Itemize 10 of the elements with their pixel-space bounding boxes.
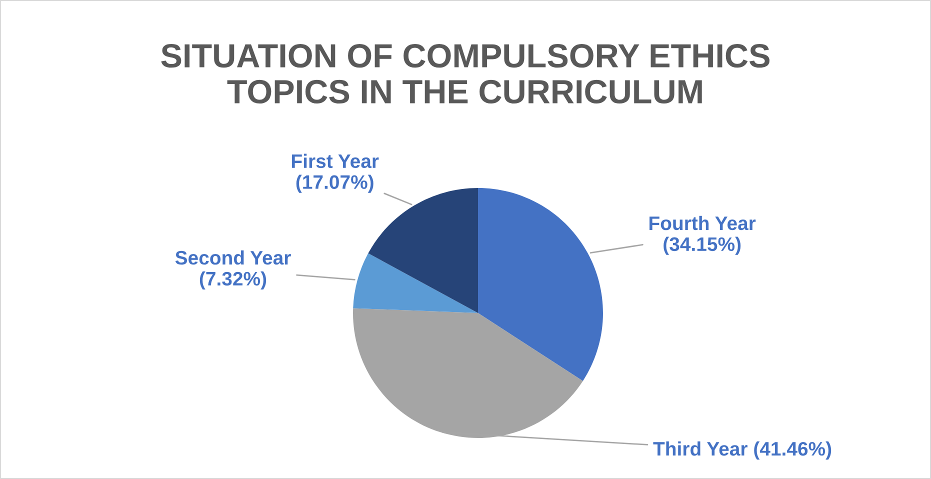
data-label: (7.32%) — [200, 271, 266, 290]
pie-slice — [353, 253, 478, 313]
chart-title: SITUATION OF COMPULSORY ETHICS TOPICS IN THE CURRICULUM — [161, 44, 770, 104]
slice-label: Fourth Year — [650, 216, 756, 230]
slice-label: Third Year (41.46%) — [653, 441, 832, 460]
slice-label: Second Year — [175, 250, 291, 265]
slice-label: First Year — [292, 154, 379, 168]
pie-slice — [478, 188, 603, 381]
data-label: (34.15%) — [664, 236, 741, 255]
data-label: (17.07%) — [296, 174, 374, 193]
